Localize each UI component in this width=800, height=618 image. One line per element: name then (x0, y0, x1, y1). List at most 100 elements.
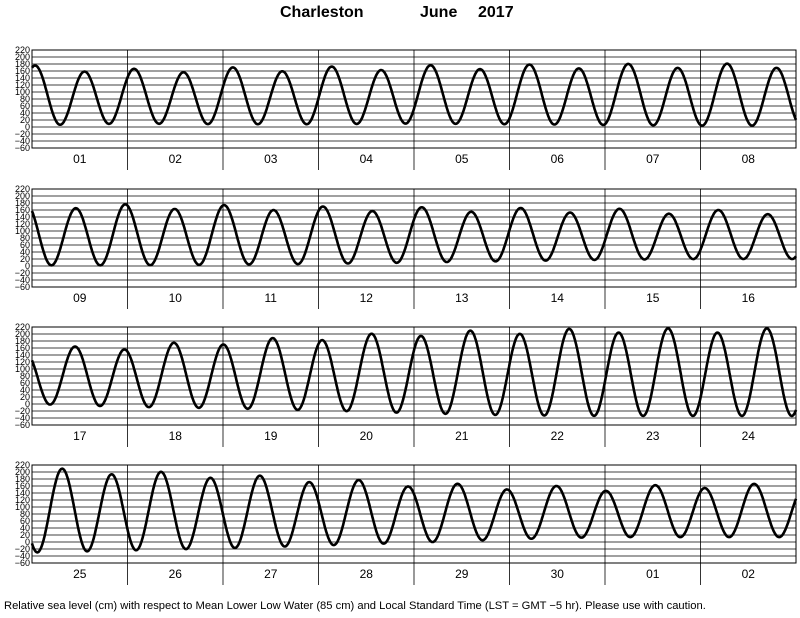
y-tick-label: 80 (20, 233, 30, 243)
y-tick-label: 120 (15, 80, 30, 90)
y-tick-label: −40 (15, 551, 30, 561)
y-tick-label: 220 (15, 460, 30, 470)
day-label: 13 (455, 291, 469, 305)
day-label: 17 (73, 429, 87, 443)
y-tick-label: 180 (15, 336, 30, 346)
y-tick-label: 40 (20, 385, 30, 395)
day-label: 28 (360, 567, 374, 581)
y-tick-label: −20 (15, 406, 30, 416)
y-tick-label: −60 (15, 558, 30, 568)
y-tick-label: 220 (15, 322, 30, 332)
day-label: 16 (742, 291, 756, 305)
day-label: 20 (360, 429, 374, 443)
tide-series-line (30, 203, 798, 267)
y-tick-label: 80 (20, 509, 30, 519)
y-tick-label: 200 (15, 329, 30, 339)
y-tick-label: −60 (15, 420, 30, 430)
y-tick-label: 120 (15, 219, 30, 229)
y-tick-label: 60 (20, 516, 30, 526)
footer-caption: Relative sea level (cm) with respect to … (4, 600, 706, 612)
y-tick-label: −40 (15, 413, 30, 423)
y-tick-label: −40 (15, 136, 30, 146)
y-tick-label: 220 (15, 45, 30, 55)
day-label: 14 (551, 291, 565, 305)
y-tick-label: −60 (15, 143, 30, 153)
day-label: 02 (742, 567, 756, 581)
y-tick-label: 0 (25, 261, 30, 271)
y-tick-label: −20 (15, 544, 30, 554)
y-tick-label: 100 (15, 87, 30, 97)
y-tick-label: 140 (15, 212, 30, 222)
day-label: 19 (264, 429, 278, 443)
day-label: 15 (646, 291, 660, 305)
y-tick-label: 120 (15, 357, 30, 367)
day-label: 06 (551, 152, 565, 166)
y-tick-label: 20 (20, 530, 30, 540)
chart-title-year: 2017 (478, 4, 514, 21)
y-tick-label: 20 (20, 392, 30, 402)
day-label: 23 (646, 429, 660, 443)
y-tick-label: −20 (15, 129, 30, 139)
y-tick-label: 80 (20, 94, 30, 104)
y-tick-label: 100 (15, 502, 30, 512)
day-label: 08 (742, 152, 756, 166)
y-tick-label: 0 (25, 399, 30, 409)
tide-series-line (30, 467, 798, 554)
day-label: 02 (169, 152, 183, 166)
y-tick-label: 200 (15, 52, 30, 62)
day-label: 04 (360, 152, 374, 166)
day-label: 27 (264, 567, 278, 581)
day-label: 12 (360, 291, 374, 305)
y-tick-label: 80 (20, 371, 30, 381)
tide-series-line (30, 62, 798, 127)
tide-series-line (30, 327, 798, 418)
y-tick-label: 160 (15, 343, 30, 353)
day-label: 25 (73, 567, 87, 581)
chart-title-month: June (420, 4, 458, 21)
day-label: 10 (169, 291, 183, 305)
y-tick-label: 0 (25, 537, 30, 547)
y-tick-label: 180 (15, 474, 30, 484)
day-label: 07 (646, 152, 660, 166)
y-tick-label: −40 (15, 275, 30, 285)
day-label: 24 (742, 429, 756, 443)
day-label: 01 (73, 152, 87, 166)
y-tick-label: −20 (15, 268, 30, 278)
y-tick-label: 40 (20, 523, 30, 533)
chart-title-station: Charleston (280, 4, 364, 21)
y-tick-label: 200 (15, 191, 30, 201)
day-label: 03 (264, 152, 278, 166)
y-tick-label: 160 (15, 66, 30, 76)
day-label: 26 (169, 567, 183, 581)
day-label: 05 (455, 152, 469, 166)
y-tick-label: 20 (20, 115, 30, 125)
tide-charts: 220200180160140120100806040200−20−40−600… (15, 45, 798, 585)
y-tick-label: 140 (15, 350, 30, 360)
day-label: 22 (551, 429, 565, 443)
y-tick-label: 140 (15, 488, 30, 498)
y-tick-label: 60 (20, 378, 30, 388)
day-label: 30 (551, 567, 565, 581)
day-label: 09 (73, 291, 87, 305)
y-tick-label: 140 (15, 73, 30, 83)
day-label: 29 (455, 567, 469, 581)
y-tick-label: 160 (15, 205, 30, 215)
y-tick-label: 180 (15, 198, 30, 208)
day-label: 11 (265, 291, 278, 305)
y-tick-label: 20 (20, 254, 30, 264)
day-label: 01 (646, 567, 660, 581)
day-label: 18 (169, 429, 183, 443)
y-tick-label: 60 (20, 240, 30, 250)
y-tick-label: 160 (15, 481, 30, 491)
y-tick-label: 100 (15, 364, 30, 374)
y-tick-label: 180 (15, 59, 30, 69)
y-tick-label: 200 (15, 467, 30, 477)
y-tick-label: 220 (15, 184, 30, 194)
y-tick-label: 40 (20, 247, 30, 257)
y-tick-label: −60 (15, 282, 30, 292)
y-tick-label: 40 (20, 108, 30, 118)
y-tick-label: 0 (25, 122, 30, 132)
y-tick-label: 120 (15, 495, 30, 505)
y-tick-label: 100 (15, 226, 30, 236)
day-label: 21 (455, 429, 469, 443)
